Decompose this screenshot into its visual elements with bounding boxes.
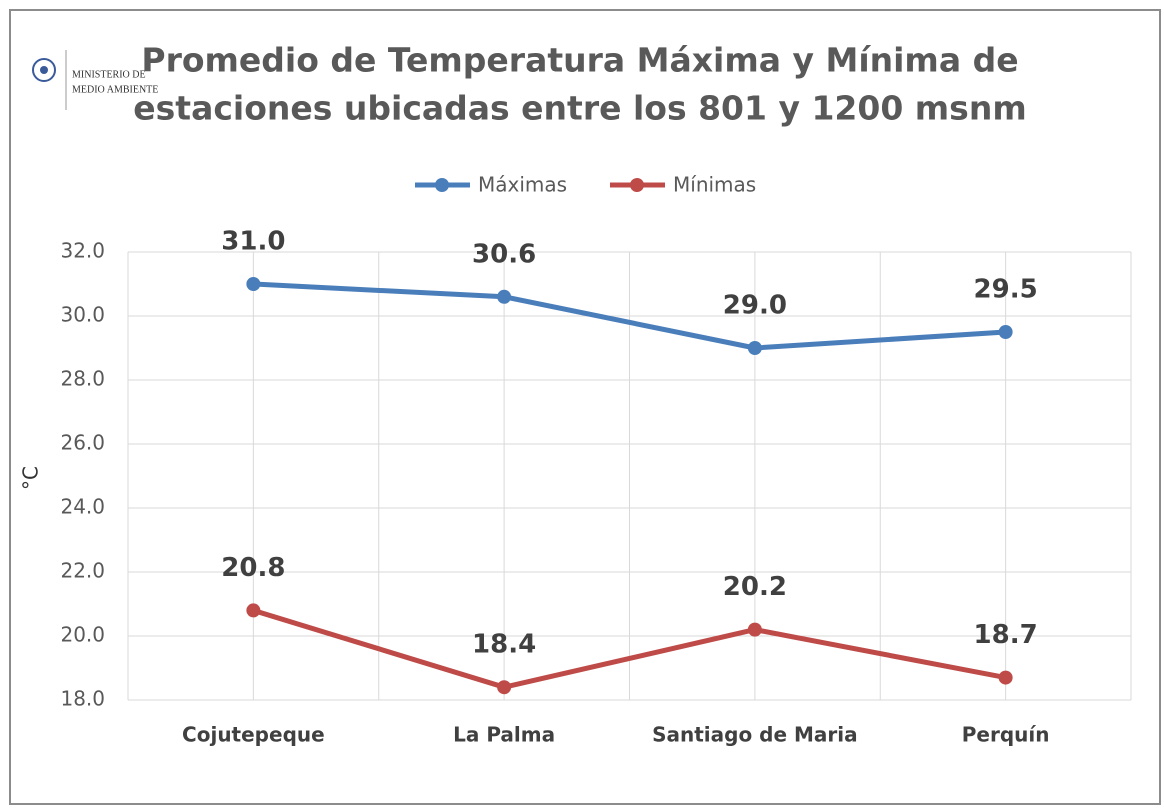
point: [998, 670, 1013, 685]
series-line: [252, 608, 1007, 690]
data-label: 20.2: [723, 572, 787, 602]
data-label: 18.7: [974, 620, 1038, 650]
point: [998, 325, 1013, 339]
legend-label: Mínimas: [673, 173, 756, 197]
x-tick-label: La Palma: [453, 723, 555, 747]
logo-emblem: [32, 58, 56, 82]
chart-title: Promedio de Temperatura Máxima y Mínima …: [141, 41, 1018, 80]
y-axis-label: °C: [19, 466, 43, 490]
series-line: [253, 281, 1006, 351]
y-tick-label: 32.0: [60, 239, 105, 263]
legend-marker: [435, 178, 449, 192]
y-tick-label: 24.0: [60, 495, 105, 519]
y-tick-label: 26.0: [60, 431, 105, 455]
chart-frame: [9, 9, 1161, 805]
legend-label: Máximas: [478, 173, 567, 197]
data-label: 31.0: [221, 227, 285, 257]
point: [246, 603, 261, 618]
x-tick-label: Santiago de Maria: [652, 723, 858, 747]
data-label: 30.6: [472, 239, 536, 269]
y-tick-label: 18.0: [60, 687, 105, 711]
logo-emblem-center: [40, 66, 48, 74]
y-tick-label: 20.0: [60, 623, 105, 647]
y-tick-label: 30.0: [60, 303, 105, 327]
logo: [32, 50, 67, 110]
point: [246, 277, 261, 291]
y-tick-label: 28.0: [60, 367, 105, 391]
data-label: 29.0: [723, 291, 787, 321]
x-tick-label: Perquín: [962, 723, 1050, 747]
point: [497, 289, 512, 304]
point: [497, 680, 512, 695]
y-tick-label: 22.0: [60, 559, 105, 583]
data-label: 20.8: [221, 553, 285, 583]
logo-text: MINISTERIO DE: [72, 69, 146, 80]
data-label: 18.4: [472, 630, 536, 660]
point: [747, 341, 762, 355]
x-tick-label: Cojutepeque: [182, 723, 325, 747]
legend-marker: [630, 178, 644, 192]
logo-text: MEDIO AMBIENTE: [72, 84, 158, 95]
point: [747, 622, 762, 637]
data-label: 29.5: [974, 275, 1038, 305]
chart-title: estaciones ubicadas entre los 801 y 1200…: [133, 89, 1026, 128]
